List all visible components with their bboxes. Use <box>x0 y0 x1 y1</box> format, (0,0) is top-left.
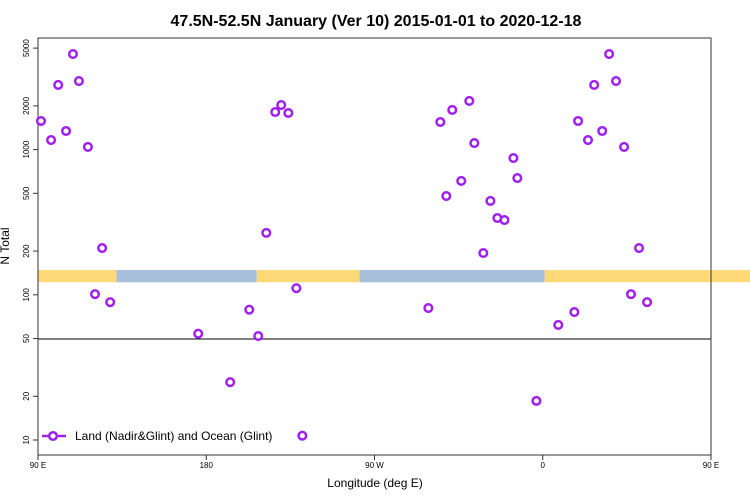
y-axis-label: N Total <box>0 227 12 264</box>
y-tick-label: 5000 <box>22 39 31 57</box>
data-point <box>270 106 281 118</box>
data-point <box>60 125 72 137</box>
data-point <box>569 307 580 318</box>
legend: Land (Nadir&Glint) and Ocean (Glint) <box>42 429 272 443</box>
data-point <box>435 116 446 128</box>
data-point <box>283 107 294 119</box>
data-point <box>642 297 653 308</box>
data-point <box>53 79 64 91</box>
data-point <box>253 330 264 342</box>
data-point <box>67 49 79 60</box>
x-tick-label: 180 <box>200 461 214 470</box>
data-point <box>82 141 93 152</box>
y-tick-label: 200 <box>22 244 31 258</box>
data-point <box>469 138 480 149</box>
x-tick-label: 90 E <box>703 461 719 470</box>
data-point <box>589 79 600 91</box>
y-tick-label: 20 <box>22 391 31 400</box>
data-point <box>582 134 594 146</box>
x-tick-label: 90 E <box>30 461 46 470</box>
y-tick-label: 50 <box>22 334 31 343</box>
data-point <box>46 134 57 146</box>
band-segment-ocean <box>116 270 257 283</box>
data-point <box>89 289 101 300</box>
data-point <box>597 125 608 137</box>
data-points <box>35 49 653 441</box>
data-point <box>499 215 510 226</box>
data-point <box>73 76 84 87</box>
legend-label: Land (Nadir&Glint) and Ocean (Glint) <box>75 429 272 443</box>
data-point <box>244 304 255 315</box>
data-point <box>604 49 615 60</box>
data-point <box>261 227 272 238</box>
band-segment-land <box>38 270 117 283</box>
data-point <box>423 303 434 314</box>
data-point <box>105 297 116 308</box>
data-point <box>297 430 308 441</box>
data-point <box>291 283 302 294</box>
data-point <box>573 115 584 127</box>
data-point <box>447 104 458 116</box>
chart-title: 47.5N-52.5N January (Ver 10) 2015-01-01 … <box>171 13 582 30</box>
y-tick-label: 10 <box>22 435 31 444</box>
y-tick-label: 1000 <box>22 140 31 158</box>
data-point <box>633 242 645 254</box>
band-segment-ocean <box>359 270 545 283</box>
data-point <box>276 99 287 111</box>
data-point <box>531 395 542 406</box>
data-point <box>619 141 630 152</box>
legend-marker <box>47 430 59 442</box>
band-segment-land <box>544 270 750 283</box>
data-point <box>508 152 519 164</box>
data-point <box>478 247 489 259</box>
data-point <box>610 76 622 87</box>
data-point <box>456 175 467 187</box>
data-point <box>485 195 496 206</box>
data-point <box>441 190 452 202</box>
data-point <box>553 319 564 330</box>
y-tick-label: 100 <box>22 288 31 302</box>
data-point <box>464 95 475 106</box>
x-tick-label: 90 W <box>365 461 384 470</box>
data-point <box>97 242 108 254</box>
band-segment-land <box>256 270 360 283</box>
y-tick-label: 500 <box>22 186 31 200</box>
data-point <box>512 172 523 184</box>
plot-frame <box>37 37 712 456</box>
x-axis-label: Longitude (deg E) <box>327 476 422 490</box>
data-point <box>625 289 637 300</box>
surface-band <box>38 270 750 283</box>
y-axis: 10 20 50 100 200 500 1000 2000 5000 <box>22 39 38 444</box>
y-tick-label: 2000 <box>22 96 31 114</box>
data-point <box>35 115 47 127</box>
x-tick-label: 0 <box>541 461 546 470</box>
data-point <box>193 328 204 339</box>
data-point <box>225 377 236 388</box>
